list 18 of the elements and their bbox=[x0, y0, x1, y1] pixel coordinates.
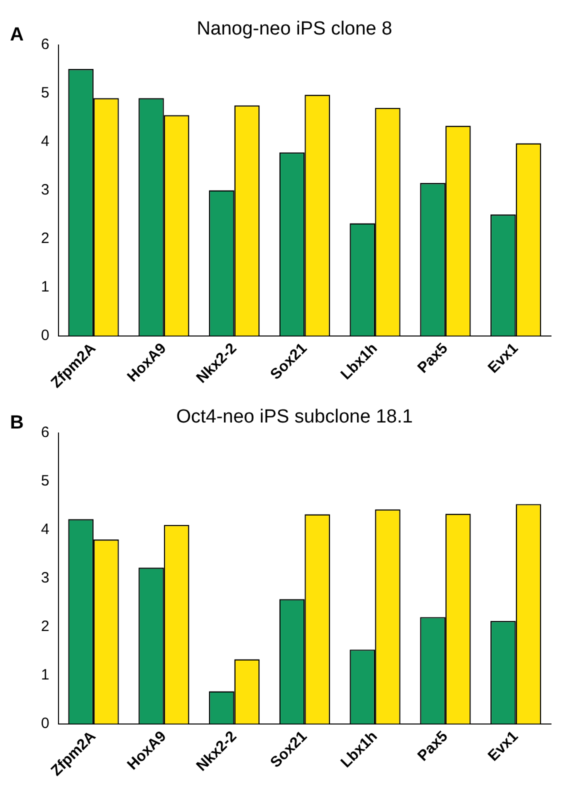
y-tick-label: 5 bbox=[41, 472, 50, 490]
y-tick-label: 0 bbox=[41, 714, 50, 732]
y-tick-label: 6 bbox=[41, 36, 50, 53]
y-tick-label: 3 bbox=[41, 181, 50, 198]
y-tick-label: 0 bbox=[41, 326, 50, 344]
y-tick-label: 2 bbox=[41, 230, 50, 247]
y-tick-label: 4 bbox=[41, 520, 50, 538]
y-tick-label: 1 bbox=[41, 666, 50, 684]
y-tick-label: 5 bbox=[41, 84, 50, 102]
y-tick-label: 3 bbox=[41, 569, 50, 586]
chart-title: Nanog-neo iPS clone 8 bbox=[196, 18, 392, 40]
y-tick-label: 6 bbox=[41, 424, 50, 441]
text: A bbox=[10, 24, 24, 46]
text: B bbox=[10, 412, 24, 434]
y-tick-label: 1 bbox=[41, 278, 50, 296]
y-tick-label: 4 bbox=[41, 132, 50, 150]
chart-title: Oct4-neo iPS subclone 18.1 bbox=[176, 406, 413, 428]
y-tick-label: 2 bbox=[41, 618, 50, 635]
